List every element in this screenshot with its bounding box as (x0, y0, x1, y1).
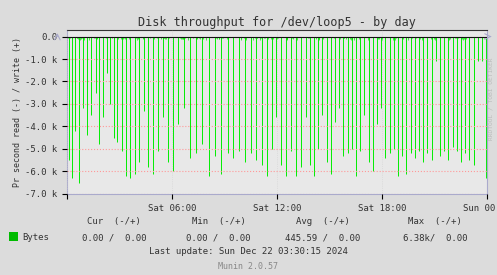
Text: 0.00 /  0.00: 0.00 / 0.00 (186, 233, 251, 242)
Title: Disk throughput for /dev/loop5 - by day: Disk throughput for /dev/loop5 - by day (138, 16, 416, 29)
Text: Munin 2.0.57: Munin 2.0.57 (219, 262, 278, 271)
Text: Min  (-/+): Min (-/+) (192, 217, 246, 226)
Text: 0.00 /  0.00: 0.00 / 0.00 (82, 233, 147, 242)
Text: Max  (-/+): Max (-/+) (408, 217, 462, 226)
Y-axis label: Pr second read (-) / write (+): Pr second read (-) / write (+) (13, 37, 22, 187)
Text: Cur  (-/+): Cur (-/+) (87, 217, 141, 226)
Text: RRDTOOL / TOBI OETIKER: RRDTOOL / TOBI OETIKER (489, 58, 494, 140)
Text: Last update: Sun Dec 22 03:30:15 2024: Last update: Sun Dec 22 03:30:15 2024 (149, 248, 348, 256)
Text: 6.38k/  0.00: 6.38k/ 0.00 (403, 233, 467, 242)
Text: Avg  (-/+): Avg (-/+) (296, 217, 350, 226)
Text: 445.59 /  0.00: 445.59 / 0.00 (285, 233, 361, 242)
Text: Bytes: Bytes (22, 233, 49, 242)
